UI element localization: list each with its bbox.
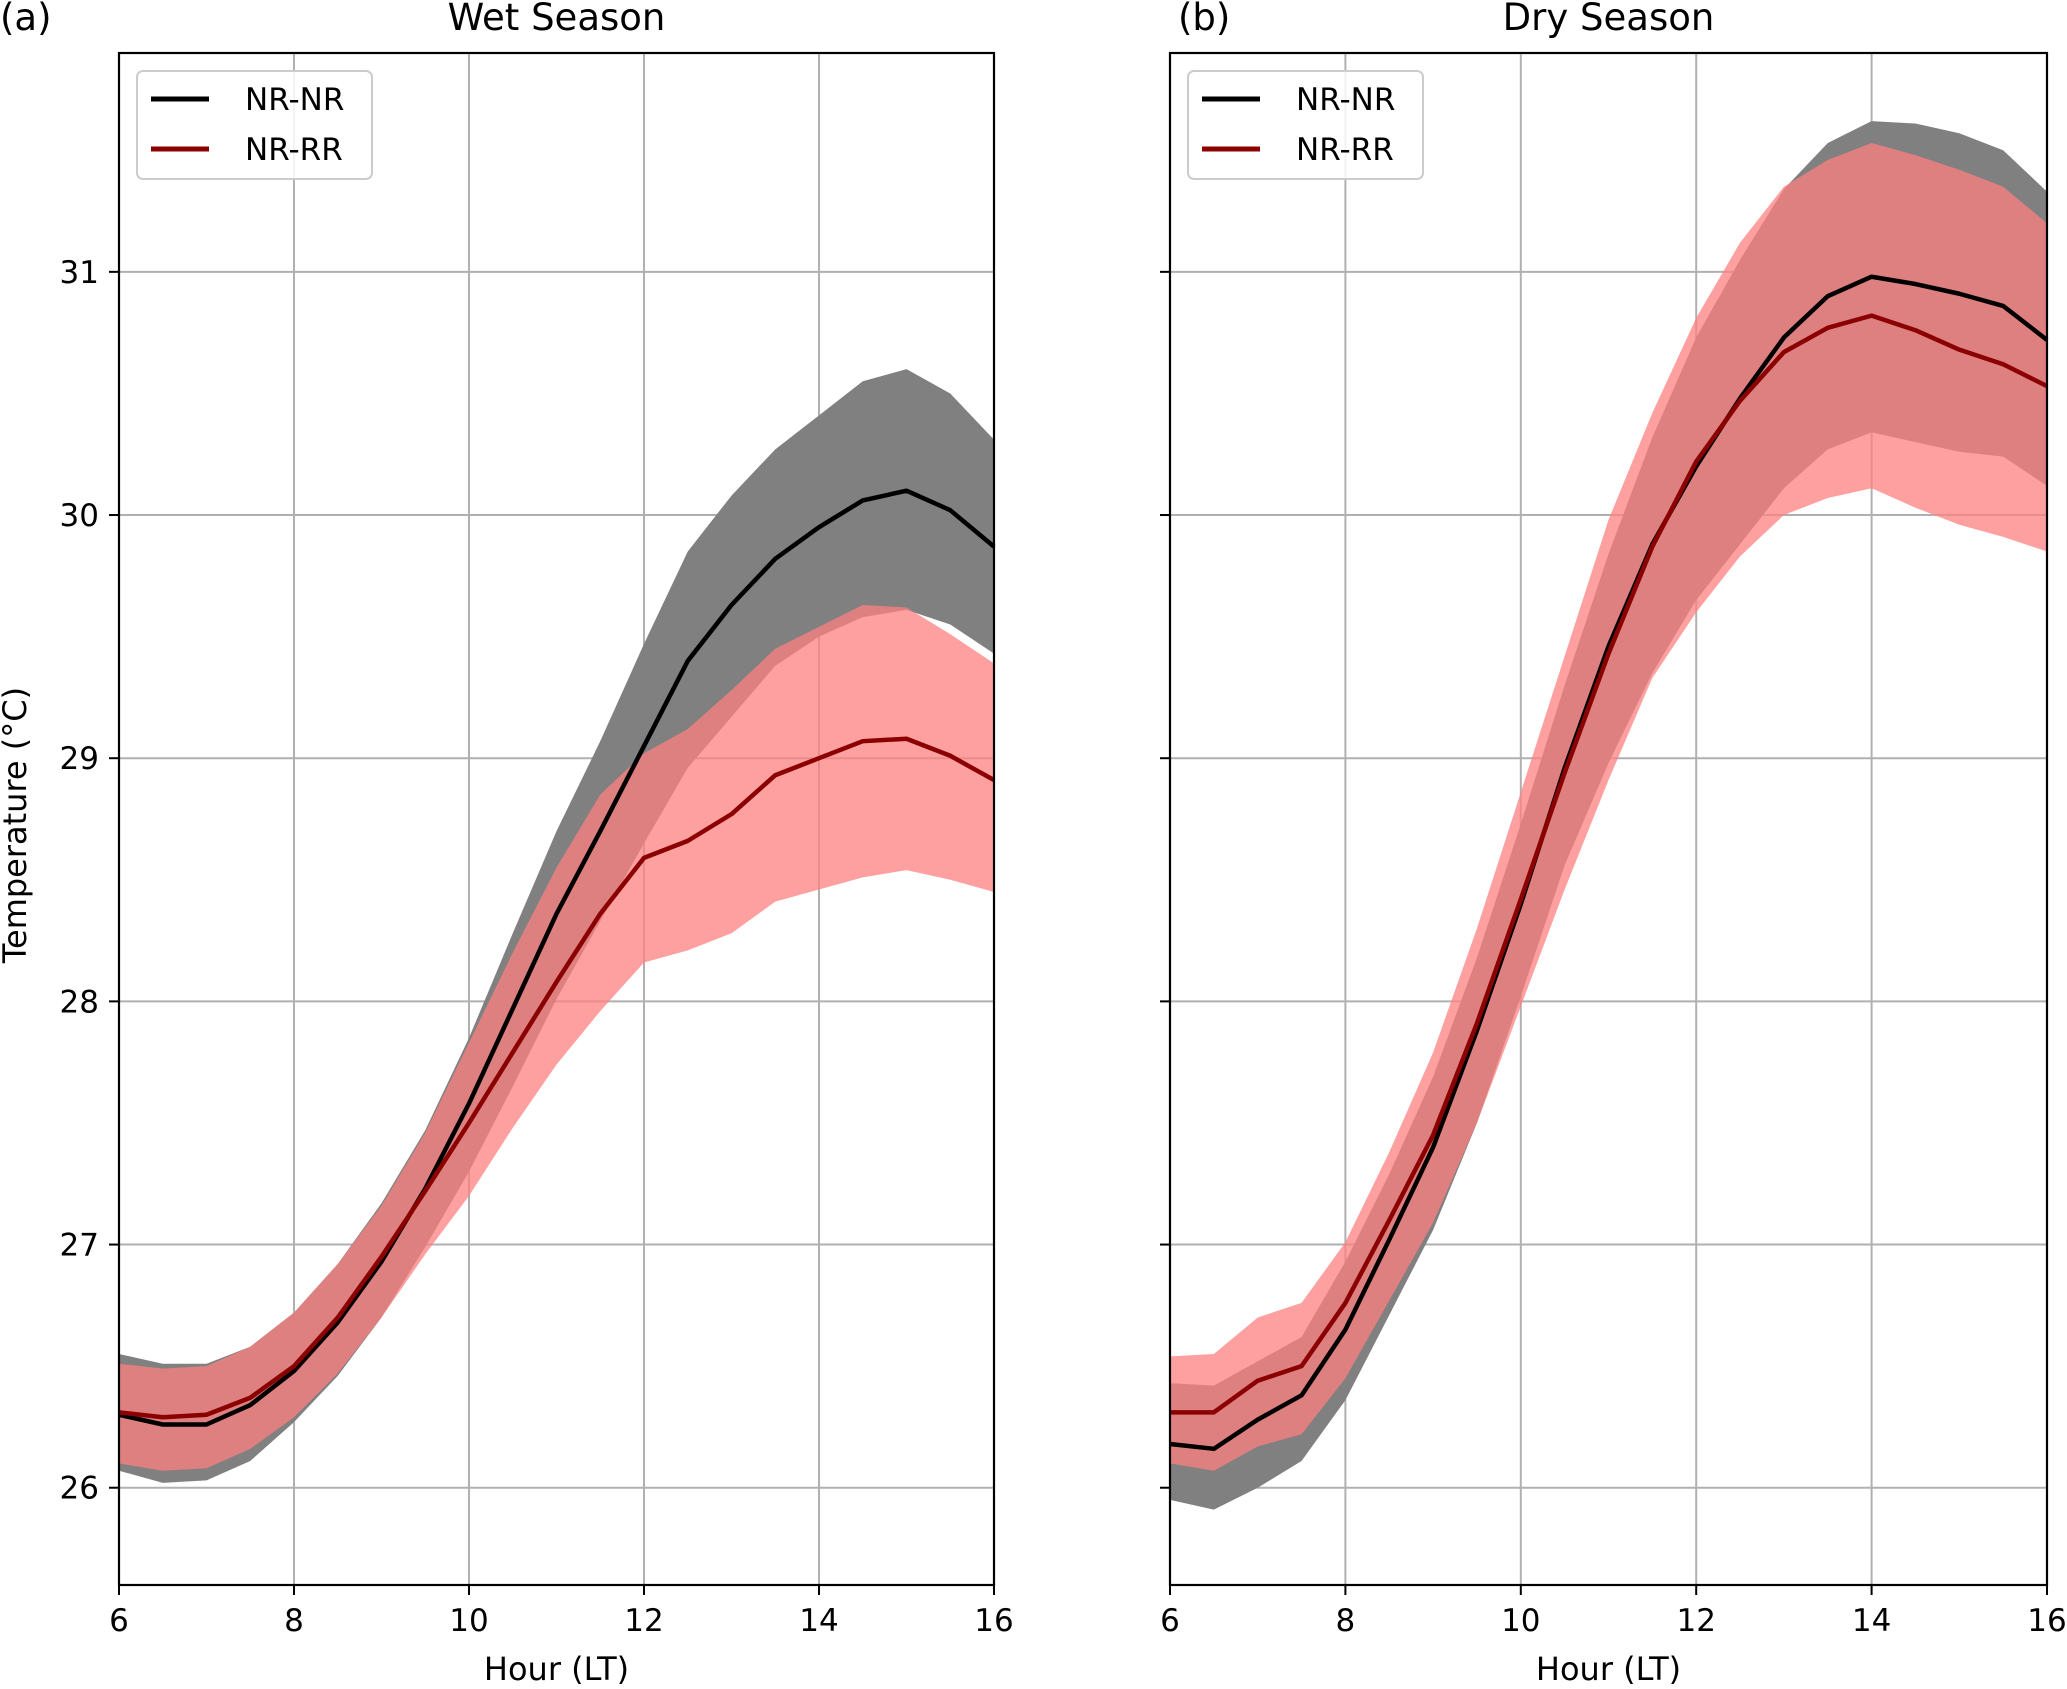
x-tick-label-12: 12 [624,1603,663,1639]
y-tick-label-29: 29 [60,741,99,777]
line-nr-nr [118,488,996,1427]
axes-frame [117,51,996,1587]
x-tick-label-16: 16 [2027,1603,2066,1639]
panel-label: (a) [0,0,52,39]
x-tick-label-6: 6 [1160,1603,1180,1639]
line-nr-rr [1170,313,2049,1415]
x-tick-label-8: 8 [1336,1603,1356,1639]
y-tick-label-28: 28 [60,984,99,1020]
legend-label-nr-nr: NR-NR [245,82,344,118]
x-tick-label-6: 6 [109,1603,129,1639]
chart-title: Dry Season [1503,0,1715,39]
x-tick-label-10: 10 [449,1603,488,1639]
axes-frame [1168,51,2049,1587]
y-tick-label-31: 31 [60,255,99,291]
x-axis-label: Hour (LT) [1536,1650,1681,1688]
line-nr-rr [118,736,996,1420]
legend-label-nr-rr: NR-RR [245,132,343,168]
shared-y-axis-label: Temperature (°C) [0,687,34,964]
x-tick-label-14: 14 [799,1603,838,1639]
panel-label: (b) [1178,0,1230,39]
band-nr-rr [1170,142,2047,1471]
x-tick-label-12: 12 [1676,1603,1715,1639]
x-tick-label-8: 8 [284,1603,304,1639]
panel-wet-season: 6 8 10 12 14 16 26 27 28 29 30 31 Wet Season (a) Hour … [0,0,1014,1688]
line-nr-nr [1169,274,2049,1452]
legend-label-nr-nr: NR-NR [1296,82,1395,118]
band-nr-rr [119,605,994,1471]
y-tick-label-30: 30 [60,498,99,534]
y-tick-label-26: 26 [60,1471,99,1507]
y-tick-label-27: 27 [60,1228,99,1264]
panel-dry-season: 6 8 10 12 14 16 Dry Season (b) Hour (LT) NR-NR NR-… [1160,0,2067,1688]
x-axis-label: Hour (LT) [484,1650,629,1688]
x-tick-label-14: 14 [1852,1603,1891,1639]
x-tick-label-16: 16 [974,1603,1013,1639]
chart-title: Wet Season [448,0,666,39]
legend-label-nr-rr: NR-RR [1296,132,1394,168]
x-tick-label-10: 10 [1501,1603,1540,1639]
